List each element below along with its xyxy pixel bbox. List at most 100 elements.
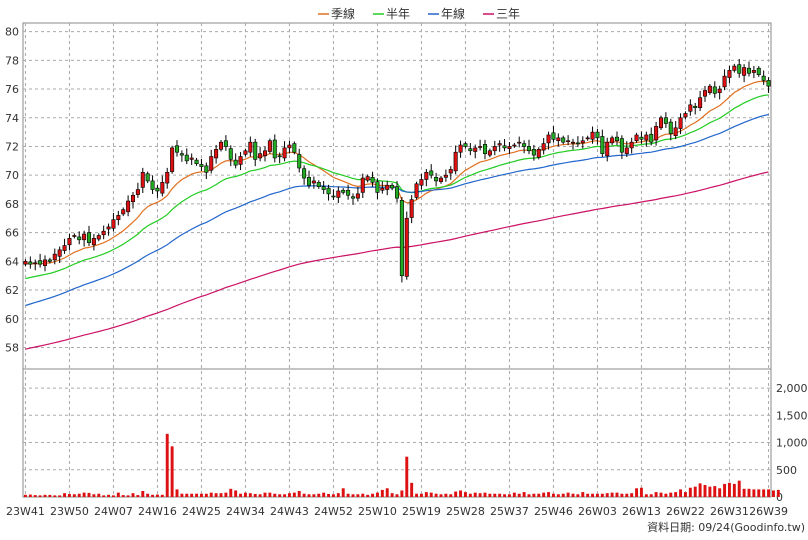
volume-bar bbox=[170, 446, 174, 497]
candle-body bbox=[698, 97, 703, 109]
volume-bar bbox=[542, 492, 546, 497]
volume-bar bbox=[199, 493, 203, 497]
volume-bar bbox=[97, 493, 101, 497]
candle-body bbox=[272, 139, 277, 159]
x-tick-label: 25W28 bbox=[446, 505, 485, 518]
candle-body bbox=[82, 233, 87, 241]
candle-body bbox=[526, 146, 532, 152]
candle-body bbox=[297, 154, 302, 169]
candle-body bbox=[394, 186, 400, 199]
candle-body bbox=[106, 226, 111, 230]
volume-bar bbox=[131, 493, 135, 497]
volume-bar bbox=[107, 494, 111, 497]
candle-body bbox=[282, 147, 287, 159]
volume-bar bbox=[547, 492, 551, 497]
price-tick-label: 62 bbox=[5, 284, 19, 297]
volume-bar bbox=[111, 495, 115, 497]
footer-date-label: 資料日期: 09/24 bbox=[647, 520, 730, 534]
volume-bar bbox=[649, 494, 653, 497]
candle-body bbox=[38, 260, 43, 265]
volume-tick-label: 0 bbox=[776, 491, 783, 504]
candle-body bbox=[130, 194, 136, 203]
volume-bar bbox=[771, 490, 775, 497]
volume-bar bbox=[737, 480, 741, 497]
volume-bar bbox=[312, 494, 316, 497]
candle-body bbox=[727, 70, 732, 78]
candle-body bbox=[580, 140, 585, 144]
candle-body bbox=[663, 117, 668, 124]
price-tick-label: 66 bbox=[5, 227, 19, 240]
volume-bar bbox=[444, 493, 448, 497]
volume-bar bbox=[307, 494, 311, 497]
volume-bar bbox=[317, 493, 321, 497]
volume-bar bbox=[287, 493, 291, 497]
x-tick-label: 24W52 bbox=[314, 505, 353, 518]
candle-body bbox=[355, 193, 360, 199]
volume-bar bbox=[102, 495, 106, 497]
volume-bar bbox=[116, 492, 120, 497]
candle-body bbox=[702, 90, 708, 97]
candle-body bbox=[595, 131, 600, 139]
volume-bar bbox=[478, 493, 482, 497]
candle-body bbox=[209, 156, 214, 171]
volume-bar bbox=[346, 493, 350, 497]
candle-body bbox=[385, 184, 390, 190]
price-tick-label: 80 bbox=[5, 26, 19, 39]
candle-body bbox=[204, 165, 209, 173]
x-tick-label: 25W10 bbox=[358, 505, 397, 518]
volume-bar bbox=[537, 493, 541, 497]
candle-body bbox=[497, 143, 502, 146]
volume-bar bbox=[532, 493, 536, 497]
volume-bar bbox=[214, 493, 218, 497]
volume-bar bbox=[385, 488, 389, 497]
candle-body bbox=[482, 144, 488, 154]
candle-body bbox=[326, 187, 331, 195]
volume-bar bbox=[48, 494, 52, 497]
candle-body bbox=[522, 143, 527, 147]
volume-bar bbox=[517, 493, 521, 497]
volume-bar bbox=[380, 489, 384, 497]
candle-body bbox=[135, 189, 140, 195]
candle-body bbox=[512, 144, 517, 147]
candle-body bbox=[478, 146, 483, 148]
x-tick-label: 25W37 bbox=[490, 505, 529, 518]
candle-body bbox=[507, 146, 512, 149]
candle-body bbox=[253, 141, 258, 160]
volume-bar bbox=[698, 483, 702, 497]
volume-bar bbox=[356, 494, 360, 497]
volume-bar bbox=[82, 492, 86, 497]
candle-body bbox=[751, 70, 756, 73]
legend-label: 年線 bbox=[441, 6, 465, 21]
candle-body bbox=[316, 182, 321, 187]
candle-body bbox=[707, 85, 712, 93]
candle-body bbox=[438, 177, 444, 182]
x-tick-label: 25W19 bbox=[402, 505, 441, 518]
candle-body bbox=[722, 75, 727, 88]
candle-body bbox=[610, 137, 615, 144]
candle-body bbox=[346, 189, 351, 196]
volume-bar bbox=[185, 493, 189, 497]
volume-bar bbox=[253, 494, 257, 497]
candle-body bbox=[86, 232, 92, 243]
candle-body bbox=[267, 140, 272, 152]
volume-bar bbox=[243, 492, 247, 497]
candle-body bbox=[155, 187, 160, 192]
price-axis: 58 60 62 64 66 68 70 72 74 76 78 80 bbox=[5, 26, 19, 355]
candle-body bbox=[585, 137, 590, 140]
volume-bar bbox=[209, 492, 213, 497]
volume-bar bbox=[630, 493, 634, 497]
volume-tick-label: 1,500 bbox=[776, 409, 808, 422]
x-tick-label: 26W13 bbox=[622, 505, 661, 518]
candle-body bbox=[761, 75, 766, 81]
volume-bar bbox=[507, 494, 511, 497]
volume-bar bbox=[87, 492, 91, 497]
price-tick-label: 68 bbox=[5, 198, 19, 211]
candle-body bbox=[492, 146, 497, 152]
volume-bar bbox=[434, 493, 438, 497]
volume-bar bbox=[620, 493, 624, 497]
volume-bar bbox=[767, 489, 771, 497]
x-tick-label: 26W22 bbox=[666, 505, 705, 518]
candle-body bbox=[47, 259, 52, 262]
candle-body bbox=[424, 172, 429, 180]
volume-bar bbox=[556, 494, 560, 497]
